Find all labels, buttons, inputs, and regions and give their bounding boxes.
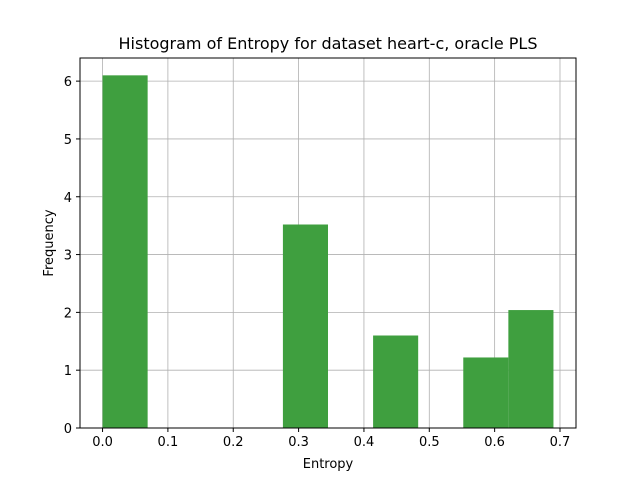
y-axis-label: Frequency [42, 209, 57, 276]
y-tick-label: 2 [64, 306, 72, 321]
y-tick-label: 6 [64, 75, 72, 90]
chart-title: Histogram of Entropy for dataset heart-c… [119, 34, 538, 53]
y-tick-label: 3 [64, 249, 72, 264]
x-axis-label: Entropy [303, 457, 354, 472]
plot-frame [79, 57, 577, 429]
x-tick-label: 0.1 [158, 435, 179, 450]
y-tick-label: 0 [64, 422, 72, 437]
histogram-bar [282, 224, 328, 428]
x-tick-label: 0.7 [550, 435, 571, 450]
histogram-bar [373, 335, 419, 428]
x-tick-label: 0.5 [419, 435, 440, 450]
histogram-bar [508, 310, 554, 428]
bars [102, 75, 554, 428]
x-tick-label: 0.0 [92, 435, 113, 450]
x-tick-label: 0.3 [288, 435, 309, 450]
y-axis-ticks: 0 1 2 3 4 5 6 [64, 75, 80, 437]
x-tick-label: 0.6 [484, 435, 505, 450]
y-tick-label: 4 [64, 191, 72, 206]
y-tick-label: 1 [64, 364, 72, 379]
x-tick-label: 0.4 [354, 435, 375, 450]
x-tick-label: 0.2 [223, 435, 244, 450]
histogram-bar [102, 75, 148, 428]
x-axis-ticks: 0.0 0.1 0.2 0.3 0.4 0.5 0.6 0.7 [92, 428, 570, 450]
histogram-bar [463, 357, 509, 428]
y-tick-label: 5 [64, 133, 72, 148]
